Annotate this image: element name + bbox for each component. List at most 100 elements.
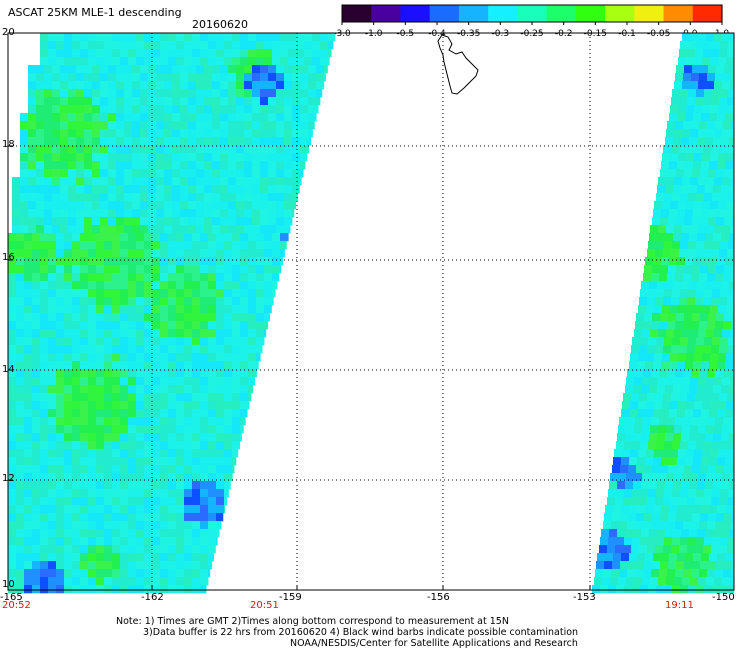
swath-cell xyxy=(64,265,73,274)
swath-cell xyxy=(24,425,33,434)
swath-cell xyxy=(256,265,265,274)
swath-cell xyxy=(304,41,313,50)
swath-cell xyxy=(28,177,37,186)
swath-cell xyxy=(691,121,700,130)
swath-cell xyxy=(104,241,113,250)
swath-cell xyxy=(52,73,61,82)
colorbar-tick-label: -0.3 xyxy=(492,29,510,39)
swath-cell xyxy=(677,361,686,370)
swath-cell xyxy=(200,409,209,418)
swath-cell xyxy=(40,505,49,514)
swath-cell xyxy=(694,105,703,114)
swath-cell xyxy=(20,129,29,138)
swath-cell xyxy=(689,433,698,442)
swath-cell xyxy=(699,121,708,130)
swath-cell xyxy=(664,537,673,546)
swath-cell xyxy=(172,161,181,170)
swath-cell xyxy=(645,257,654,266)
swath-cell xyxy=(136,481,145,490)
swath-cell xyxy=(120,321,129,330)
swath-cell xyxy=(252,201,261,210)
swath-cell xyxy=(260,137,269,146)
swath-cell xyxy=(216,337,225,346)
swath-cell xyxy=(236,209,245,218)
swath-cell xyxy=(627,369,636,378)
swath-cell xyxy=(72,417,81,426)
swath-cell xyxy=(188,217,197,226)
swath-cell xyxy=(120,489,129,498)
swath-cell xyxy=(702,449,711,458)
swath-cell xyxy=(140,137,149,146)
swath-cell xyxy=(714,577,723,586)
swath-cell xyxy=(732,65,735,74)
swath-cell xyxy=(144,273,153,282)
swath-cell xyxy=(706,425,715,434)
swath-cell xyxy=(200,281,209,290)
swath-cell xyxy=(664,241,673,250)
swath-cell xyxy=(200,425,209,434)
swath-cell xyxy=(676,561,685,570)
swath-cell xyxy=(48,249,57,258)
swath-cell xyxy=(240,393,249,402)
swath-cell xyxy=(68,129,77,138)
swath-cell xyxy=(28,161,37,170)
swath-cell xyxy=(160,313,169,322)
swath-cell xyxy=(92,177,101,186)
swath-cell xyxy=(64,425,73,434)
swath-cell xyxy=(208,249,217,258)
swath-cell xyxy=(160,49,169,58)
swath-cell xyxy=(731,121,735,130)
swath-cell xyxy=(627,521,636,530)
swath-cell xyxy=(84,89,93,98)
swath-cell xyxy=(8,529,17,538)
swath-cell xyxy=(212,177,221,186)
swath-cell xyxy=(634,377,643,386)
swath-cell xyxy=(184,497,193,506)
swath-cell xyxy=(96,585,105,594)
swath-cell xyxy=(272,249,281,258)
swath-cell xyxy=(84,161,93,170)
swath-cell xyxy=(188,81,197,90)
swath-cell xyxy=(88,289,97,298)
swath-cell xyxy=(678,201,687,210)
swath-cell xyxy=(184,273,193,282)
swath-cell xyxy=(96,289,105,298)
swath-cell xyxy=(156,129,165,138)
swath-cell xyxy=(172,121,181,130)
swath-cell xyxy=(304,49,313,58)
swath-cell xyxy=(180,137,189,146)
swath-cell xyxy=(124,97,133,106)
swath-cell xyxy=(200,393,209,402)
swath-cell xyxy=(128,425,137,434)
swath-cell xyxy=(657,529,666,538)
lon-label-159: -159 xyxy=(279,592,302,603)
swath-cell xyxy=(200,577,209,586)
swath-cell xyxy=(641,385,650,394)
swath-cell xyxy=(176,361,185,370)
lat-label-12: 12 xyxy=(2,473,15,484)
swath-cell xyxy=(717,409,726,418)
swath-cell xyxy=(679,145,688,154)
swath-cell xyxy=(640,337,649,346)
swath-cell xyxy=(60,121,69,130)
swath-cell xyxy=(184,513,193,522)
swath-cell xyxy=(728,289,735,298)
swath-cell xyxy=(116,105,125,114)
swath-cell xyxy=(72,401,81,410)
swath-cell xyxy=(116,145,125,154)
swath-cell xyxy=(232,473,233,482)
swath-cell xyxy=(40,401,49,410)
swath-cell xyxy=(707,73,716,82)
swath-cell xyxy=(652,313,661,322)
swath-cell xyxy=(676,65,685,74)
swath-cell xyxy=(188,225,197,234)
swath-cell xyxy=(136,553,145,562)
swath-cell xyxy=(698,129,707,138)
swath-cell xyxy=(68,201,77,210)
swath-cell xyxy=(152,353,161,362)
swath-cell xyxy=(112,369,121,378)
swath-cell xyxy=(40,305,49,314)
swath-cell xyxy=(244,193,253,202)
swath-cell xyxy=(669,553,678,562)
swath-cell xyxy=(168,361,177,370)
